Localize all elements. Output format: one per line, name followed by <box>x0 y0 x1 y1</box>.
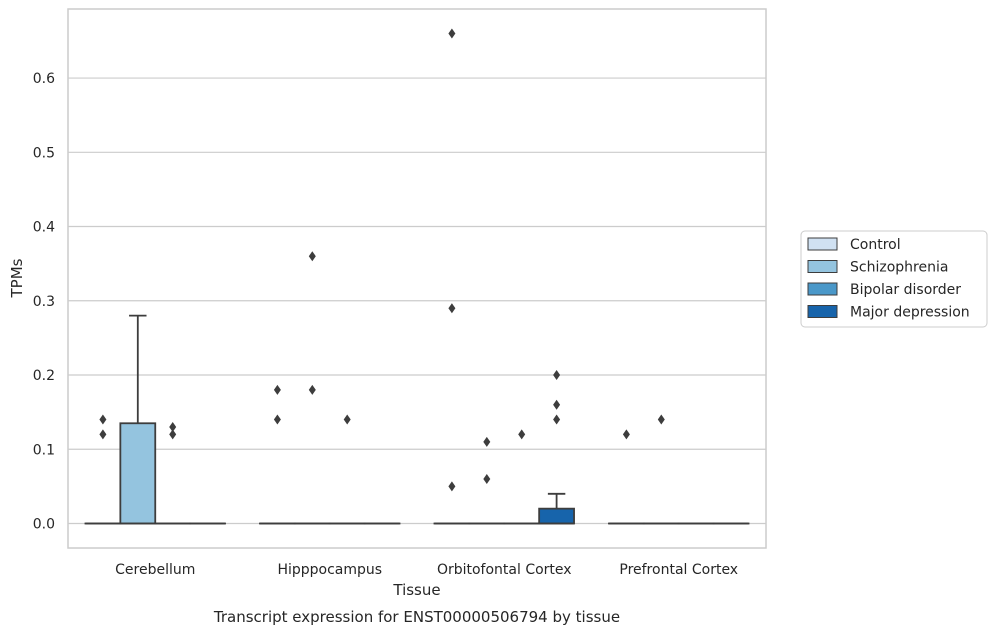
outlier-point-1-1-0 <box>308 384 316 395</box>
box-2-0 <box>154 421 192 525</box>
legend-label-3: Major depression <box>850 305 970 321</box>
outlier-point-2-1-0 <box>343 414 351 425</box>
box-3-2 <box>538 370 575 525</box>
box-body-1-0 <box>119 422 157 525</box>
x-tick-label-1: Hipppocampus <box>277 562 382 578</box>
outlier-point-0-2-1 <box>448 303 456 314</box>
x-tick-label-3: Prefrontal Cortex <box>619 562 738 578</box>
outlier-point-1-3-0 <box>657 414 665 425</box>
outlier-point-2-0-0 <box>169 429 177 440</box>
outlier-point-1-2-0 <box>483 473 491 484</box>
outlier-point-2-0-1 <box>169 421 177 432</box>
outlier-point-0-1-1 <box>273 384 281 395</box>
outlier-point-0-0-0 <box>99 429 107 440</box>
outlier-point-0-3-0 <box>622 429 630 440</box>
legend-swatch-1 <box>807 260 838 273</box>
outlier-point-1-1-1 <box>308 251 316 262</box>
x-tick-label-2: Orbitofontal Cortex <box>437 562 572 578</box>
x-axis-label: Tissue <box>392 581 440 599</box>
x-tick-label-0: Cerebellum <box>115 562 195 578</box>
box-0-0 <box>84 414 122 525</box>
outlier-point-3-2-0 <box>553 414 561 425</box>
box-1-0 <box>119 314 157 525</box>
legend-label-0: Control <box>850 237 901 253</box>
outlier-point-2-2-0 <box>518 429 526 440</box>
legend: Control Schizophrenia Bipolar disorder Majo… <box>800 230 988 328</box>
outlier-point-0-2-0 <box>448 481 456 492</box>
box-body-3-2 <box>538 507 575 525</box>
legend-frame <box>800 230 988 328</box>
outlier-point-0-0-1 <box>99 414 107 425</box>
y-tick-label-6: 0.6 <box>33 71 55 87</box>
y-tick-labels: 0.0 0.1 0.2 0.3 0.4 0.5 0.6 <box>33 71 55 532</box>
y-tick-label-3: 0.3 <box>33 294 55 310</box>
legend-swatch-2 <box>807 282 838 296</box>
y-tick-label-4: 0.4 <box>33 220 55 236</box>
outlier-point-0-1-0 <box>273 414 281 425</box>
outlier-point-3-2-2 <box>553 370 561 381</box>
legend-label-2: Bipolar disorder <box>850 282 961 298</box>
plot-frame <box>67 8 767 549</box>
outlier-point-1-2-1 <box>483 436 491 447</box>
figure-caption: Transcript expression for ENST0000050679… <box>213 608 620 626</box>
y-tick-label-5: 0.5 <box>33 145 55 161</box>
y-tick-label-2: 0.2 <box>33 368 55 384</box>
y-axis-label: TPMs <box>8 258 26 298</box>
y-tick-label-0: 0.0 <box>33 517 55 533</box>
box-layer <box>84 28 750 525</box>
x-tick-labels: Cerebellum Hipppocampus Orbitofontal Corte… <box>115 562 738 578</box>
legend-label-1: Schizophrenia <box>850 260 948 276</box>
legend-swatch-3 <box>807 305 838 318</box>
outlier-point-0-2-2 <box>448 28 456 39</box>
legend-swatch-0 <box>807 237 838 251</box>
outlier-point-3-2-1 <box>553 399 561 410</box>
y-tick-label-1: 0.1 <box>33 442 55 458</box>
